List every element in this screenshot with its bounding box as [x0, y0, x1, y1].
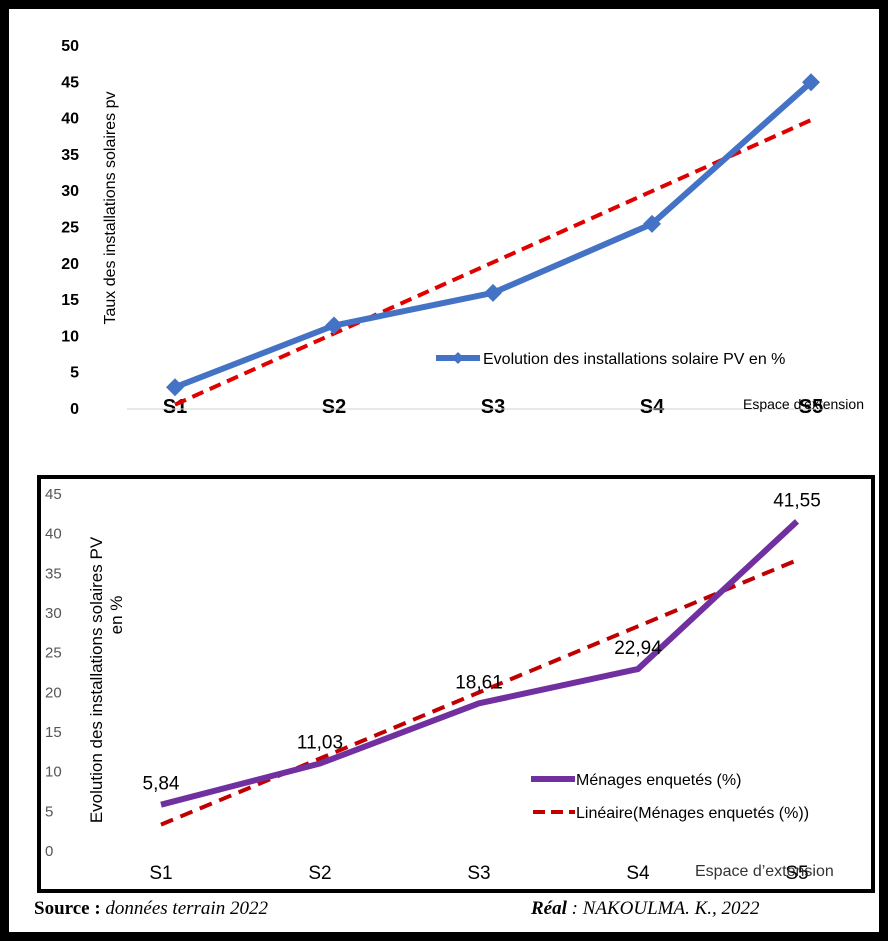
y-tick-label: 20 — [45, 684, 62, 701]
data-label: 18,61 — [455, 672, 503, 693]
credit-label: Réal — [531, 898, 567, 919]
data-point-marker — [802, 73, 820, 92]
chart-households-surveyed: Evolution des installations solaires PV … — [45, 486, 834, 884]
y-tick-label: 25 — [45, 645, 62, 662]
y-tick-label: 30 — [45, 605, 62, 622]
y-axis-title: Taux des installations solaires pv — [102, 91, 119, 324]
legend-label-trend: Linéaire(Ménages enquetés (%)) — [576, 805, 809, 822]
y-tick-label: 40 — [45, 526, 62, 543]
data-label: 5,84 — [143, 774, 180, 795]
trendline — [160, 558, 798, 827]
y-tick-label: 45 — [61, 74, 79, 91]
legend-marker — [452, 352, 464, 364]
credit-note: Réal : NAKOULMA. K., 2022 — [531, 898, 760, 920]
y-tick-label: 35 — [61, 147, 79, 164]
y-axis-title-line-2: en % — [107, 596, 126, 635]
data-label: 11,03 — [297, 732, 343, 753]
data-point-marker — [166, 378, 184, 397]
x-tick-label: S2 — [308, 863, 331, 884]
data-label: 22,94 — [614, 638, 662, 659]
credit-text: : NAKOULMA. K., 2022 — [571, 898, 760, 919]
trendline — [174, 118, 812, 407]
y-tick-label: 0 — [70, 401, 79, 418]
data-point-marker — [325, 316, 343, 335]
series-line — [173, 80, 813, 391]
data-point-marker — [643, 214, 661, 233]
y-axis-title-line-1: Evolution des installations solaires PV — [87, 536, 106, 823]
y-tick-label: 10 — [61, 328, 79, 345]
x-tick-label: S2 — [322, 396, 346, 418]
chart-solar-pv-evolution: Taux des installations solaires pv 0 5 10 1… — [61, 38, 864, 418]
x-tick-label: S3 — [481, 396, 505, 418]
legend-label-series: Ménages enquetés (%) — [576, 772, 741, 789]
x-tick-label: S5 — [785, 863, 808, 884]
y-tick-label: 0 — [45, 843, 53, 860]
y-tick-label: 40 — [61, 111, 79, 128]
y-tick-label: 35 — [45, 565, 62, 582]
x-tick-label: S5 — [799, 396, 823, 418]
x-tick-label: S4 — [640, 396, 665, 418]
series-line — [160, 519, 800, 808]
y-tick-label: 5 — [45, 803, 53, 820]
y-tick-label: 5 — [70, 365, 79, 382]
y-tick-label: 25 — [61, 220, 79, 237]
x-axis-title: Espace d’extension — [695, 863, 834, 880]
source-text: données terrain 2022 — [105, 898, 268, 919]
x-tick-label: S4 — [626, 863, 650, 884]
source-note: Source : données terrain 2022 — [34, 898, 268, 920]
legend-label: Evolution des installations solaire PV e… — [483, 351, 785, 368]
y-tick-label: 15 — [61, 292, 79, 309]
x-axis-title: Espace d'extension — [743, 396, 864, 412]
data-point-marker — [484, 283, 502, 302]
y-tick-label: 15 — [45, 724, 62, 741]
x-tick-label: S1 — [149, 863, 172, 884]
x-tick-label: S3 — [467, 863, 490, 884]
y-tick-label: 10 — [45, 764, 62, 781]
y-tick-label: 50 — [61, 38, 79, 55]
y-tick-label: 45 — [45, 486, 62, 503]
data-label: 41,55 — [773, 490, 821, 511]
y-tick-label: 20 — [61, 256, 79, 273]
source-label: Source : — [34, 898, 101, 919]
y-tick-label: 30 — [61, 183, 79, 200]
